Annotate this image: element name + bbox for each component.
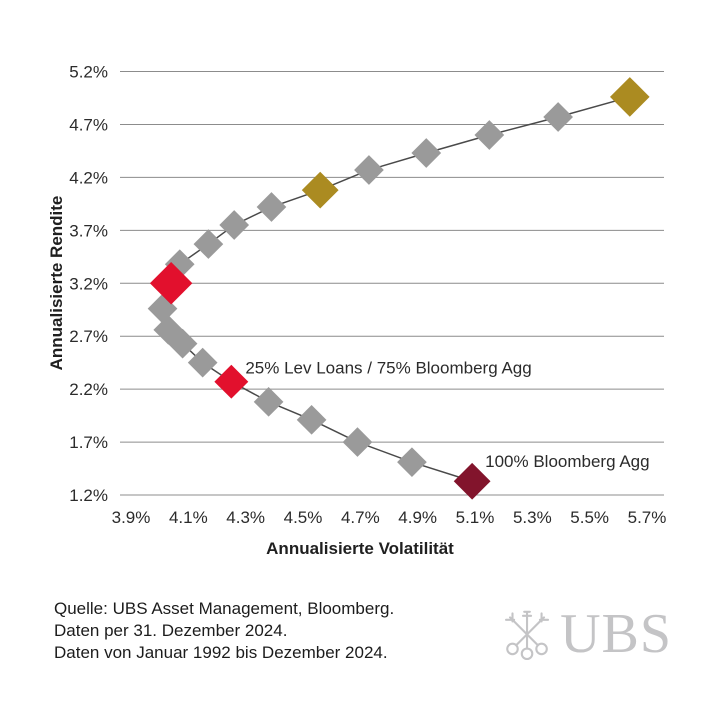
data-point-diamond [256, 192, 287, 222]
x-tick-label: 4.1% [169, 508, 208, 527]
data-point-diamond [193, 229, 224, 259]
x-tick-label: 5.1% [456, 508, 495, 527]
y-tick-label: 3.7% [69, 221, 108, 240]
y-tick-label: 4.2% [69, 168, 108, 187]
y-tick-label: 1.2% [69, 486, 108, 505]
ubs-logo: UBS [502, 600, 672, 672]
source-note: Quelle: UBS Asset Management, Bloomberg.… [54, 598, 394, 664]
y-axis-title: Annualisierte Rendite [47, 196, 66, 371]
y-tick-label: 3.2% [69, 274, 108, 293]
ubs-wordmark: UBS [560, 603, 672, 665]
y-axis-tick-labels: 5.2% 4.7% 4.2% 3.7% 3.2% 2.7% 2.2% 1.7% 1.2% [69, 63, 108, 506]
data-point-diamond [342, 427, 373, 457]
point-label: 100% Bloomberg Agg [485, 452, 649, 471]
y-tick-label: 4.7% [69, 115, 108, 134]
data-point-diamond [214, 364, 249, 399]
x-tick-label: 5.3% [513, 508, 552, 527]
data-point-diamond [411, 138, 442, 168]
frontier-points [147, 77, 650, 500]
data-point-diamond [610, 77, 650, 117]
frontier-line [161, 96, 631, 482]
x-tick-label: 4.3% [226, 508, 265, 527]
x-tick-label: 5.5% [570, 508, 609, 527]
x-tick-label: 5.7% [628, 508, 667, 527]
data-period-line: Daten von Januar 1992 bis Dezember 2024. [54, 643, 388, 662]
data-point-diamond [296, 404, 327, 435]
y-tick-label: 1.7% [69, 433, 108, 452]
efficient-frontier-chart: 5.2% 4.7% 4.2% 3.7% 3.2% 2.7% 2.2% 1.7% 1.2% 3.9… [47, 63, 667, 559]
y-tick-label: 5.2% [69, 63, 108, 82]
data-point-diamond [219, 210, 250, 240]
data-point-diamond [301, 171, 339, 209]
data-point-diamond [253, 386, 284, 417]
x-axis-tick-labels: 3.9% 4.1% 4.3% 4.5% 4.7% 4.9% 5.1% 5.3% 5.5% 5.7% [112, 508, 667, 527]
data-point-diamond [453, 462, 491, 500]
x-tick-label: 4.9% [398, 508, 437, 527]
data-point-diamond [397, 447, 427, 478]
data-point-diamond [354, 155, 384, 185]
data-point-diamond [149, 262, 193, 305]
x-tick-label: 4.7% [341, 508, 380, 527]
y-tick-label: 2.7% [69, 327, 108, 346]
y-tick-label: 2.2% [69, 380, 108, 399]
point-annotations: 100% Bloomberg Agg 25% Lev Loans / 75% Bl… [245, 359, 649, 472]
x-tick-label: 3.9% [112, 508, 151, 527]
ubs-three-keys-icon [504, 610, 550, 661]
x-tick-label: 4.5% [284, 508, 323, 527]
point-label: 25% Lev Loans / 75% Bloomberg Agg [245, 359, 531, 378]
x-axis-title: Annualisierte Volatilität [266, 539, 454, 558]
source-line: Quelle: UBS Asset Management, Bloomberg. [54, 599, 395, 618]
gridlines [120, 71, 664, 496]
data-point-diamond [543, 102, 573, 132]
as-of-date-line: Daten per 31. Dezember 2024. [54, 621, 288, 640]
